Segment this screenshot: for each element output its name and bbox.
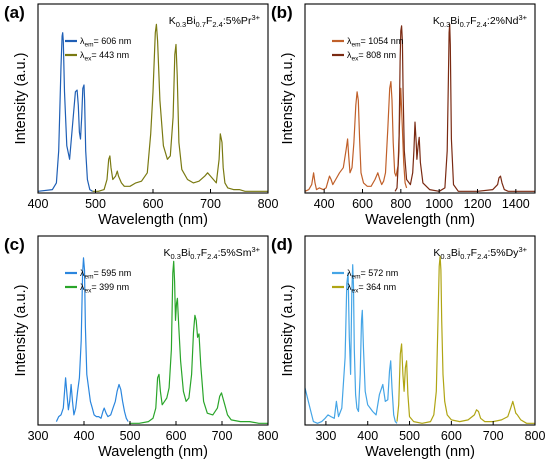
x-tick-label: 700 [200,197,221,211]
legend-label-em: λem= 1054 nm [347,36,403,49]
x-tick-label: 400 [357,429,378,443]
x-axis-label: Wavelength (nm) [365,444,475,460]
x-tick-label: 700 [483,429,504,443]
legend-label-em: λem= 572 nm [347,268,398,281]
series-line-em [37,32,93,192]
y-axis-label: Intensity (a.u.) [280,53,296,145]
x-axis-label: Wavelength (nm) [98,444,208,460]
panel-dy: 300 400 500 600 700 800 Wavelength (nm) Intensi… [271,235,545,460]
x-axis-label: Wavelength (nm) [98,212,208,228]
series-line-ex [396,255,535,424]
x-tick-label: 500 [399,429,420,443]
y-axis-label: Intensity (a.u.) [280,285,296,377]
x-tick-label: 400 [314,197,335,211]
series-line-ex [129,260,268,424]
panel-label: (d) [271,235,293,254]
x-tick-label: 300 [315,429,336,443]
series-line-ex [92,23,268,192]
x-tick-label: 600 [352,197,373,211]
x-tick-label: 600 [143,197,164,211]
panel-nd: 400 600 800 1000 1200 1400 Wavelength (nm) Inte… [271,3,536,228]
compound-title: K0.3Bi0.7F2.4:5%Dy3+ [433,245,527,261]
compound-title: K0.3Bi0.7F2.4:5%Sm3+ [164,245,261,261]
series-line-ex [394,23,535,192]
plot-frame [304,3,536,194]
legend-label-em: λem= 606 nm [80,36,131,49]
panel-pr: 400 500 600 700 800 Wavelength (nm) Intensity … [4,3,278,228]
x-tick-label: 800 [258,197,279,211]
x-tick-label: 600 [166,429,187,443]
legend-label-ex: λex= 808 nm [347,50,396,63]
x-tick-label: 400 [74,429,95,443]
x-tick-label: 1400 [502,197,530,211]
panel-label: (a) [4,3,25,22]
x-tick-label: 1200 [464,197,492,211]
compound-title: K0.3Bi0.7F2.4:2%Nd3+ [433,13,528,29]
x-tick-label: 700 [212,429,233,443]
x-tick-label: 800 [390,197,411,211]
y-axis-label: Intensity (a.u.) [13,53,29,145]
compound-title: K0.3Bi0.7F2.4:5%Pr3+ [169,13,261,29]
plot-frame [304,235,536,426]
panel-label: (c) [4,235,25,254]
legend-label-ex: λex= 399 nm [80,282,129,295]
x-tick-label: 500 [120,429,141,443]
panel-label: (b) [271,3,293,22]
x-tick-label: 800 [258,429,279,443]
series-line-em [304,264,398,424]
x-tick-label: 400 [28,197,49,211]
y-axis-label: Intensity (a.u.) [13,285,29,377]
x-tick-label: 300 [28,429,49,443]
legend-label-em: λem= 595 nm [80,268,131,281]
plot-frame [37,235,269,426]
x-tick-label: 800 [525,429,546,443]
x-tick-label: 1000 [425,197,453,211]
x-tick-label: 500 [85,197,106,211]
legend-label-ex: λex= 364 nm [347,282,396,295]
x-tick-label: 600 [441,429,462,443]
x-axis-label: Wavelength (nm) [365,212,475,228]
legend-label-ex: λex= 443 nm [80,50,129,63]
panel-sm: 300 400 500 600 700 800 Wavelength (nm) Intensi… [4,235,278,460]
series-line-em [304,81,408,192]
series-line-em [55,257,129,422]
